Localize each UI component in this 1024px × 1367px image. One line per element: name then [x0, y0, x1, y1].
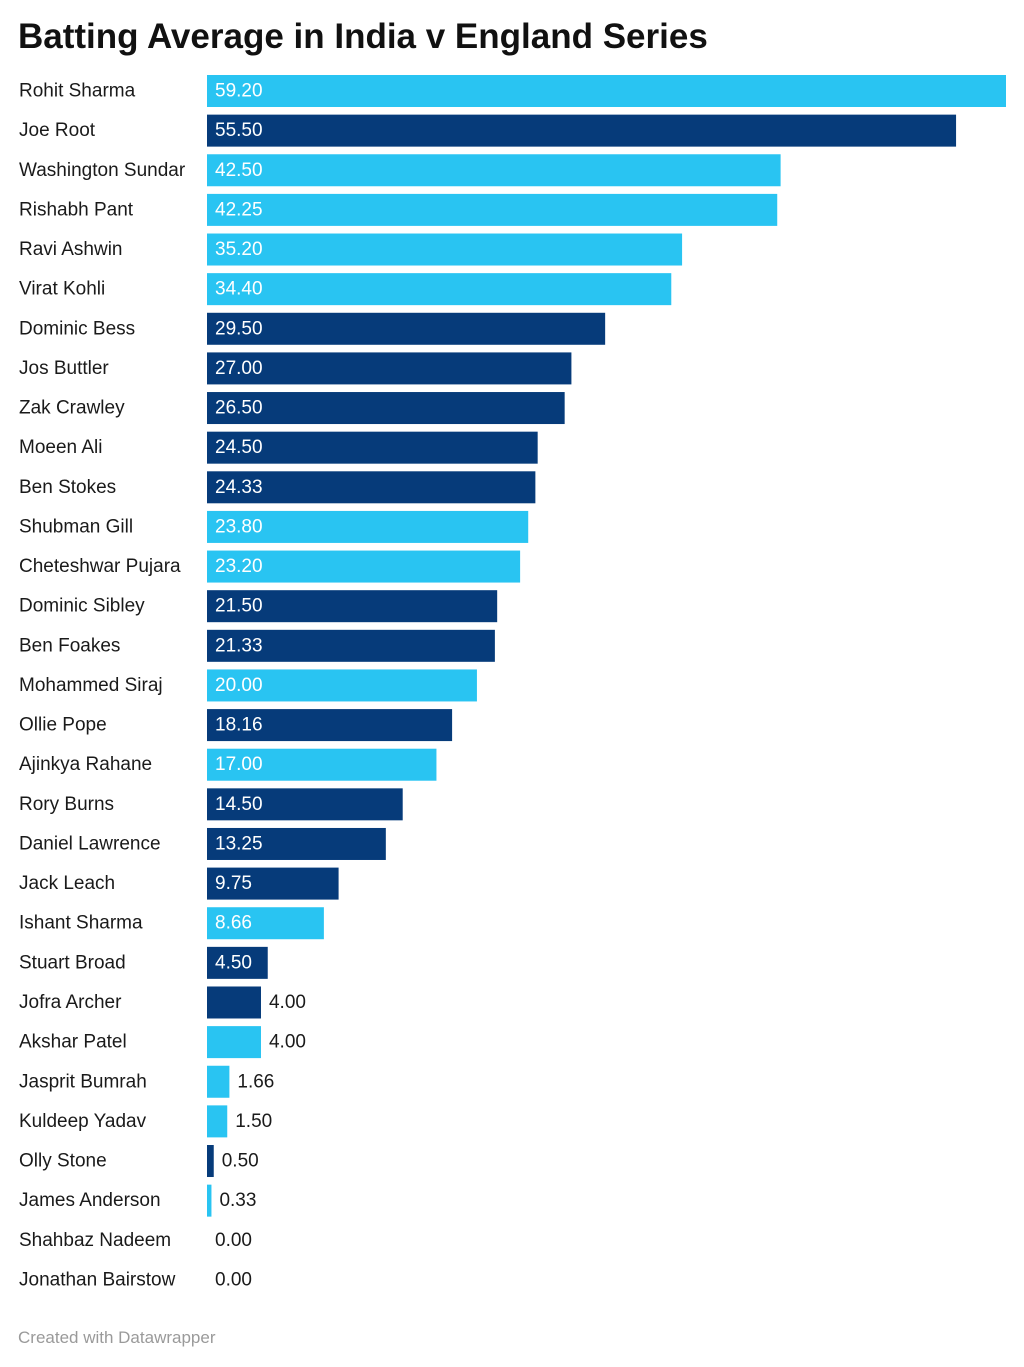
bar-cheteshwar-pujara [207, 550, 521, 583]
bar-value-jos-buttler: 27.00 [215, 358, 263, 379]
bar-label-jofra-archer: Jofra Archer [19, 992, 122, 1013]
bar-value-jack-leach: 9.75 [215, 873, 252, 894]
bar-shubman-gill [207, 510, 529, 543]
bar-label-akshar-patel: Akshar Patel [19, 1032, 127, 1053]
bar-label-mohammed-siraj: Mohammed Siraj [19, 675, 163, 696]
bar-label-kuldeep-yadav: Kuldeep Yadav [19, 1111, 147, 1132]
bar-value-ishant-sharma: 8.66 [215, 913, 252, 934]
bar-jos-buttler [207, 352, 572, 385]
bar-label-zak-crawley: Zak Crawley [19, 398, 125, 419]
bar-olly-stone [207, 1145, 214, 1178]
bar-label-jos-buttler: Jos Buttler [19, 358, 109, 379]
bar-value-daniel-lawrence: 13.25 [215, 833, 263, 854]
bar-value-jonathan-bairstow: 0.00 [215, 1269, 252, 1290]
bar-value-akshar-patel: 4.00 [269, 1032, 306, 1053]
bar-virat-kohli [207, 273, 672, 306]
bar-value-shahbaz-nadeem: 0.00 [215, 1230, 252, 1251]
bar-label-rohit-sharma: Rohit Sharma [19, 81, 136, 102]
bar-label-stuart-broad: Stuart Broad [19, 952, 126, 973]
bar-value-ben-foakes: 21.33 [215, 635, 263, 656]
bar-label-james-anderson: James Anderson [19, 1190, 161, 1211]
bar-value-moeen-ali: 24.50 [215, 437, 263, 458]
bar-label-virat-kohli: Virat Kohli [19, 279, 105, 300]
bar-value-rishabh-pant: 42.25 [215, 199, 263, 220]
bar-akshar-patel [207, 1026, 261, 1059]
bar-label-rishabh-pant: Rishabh Pant [19, 199, 134, 220]
bar-dominic-sibley [207, 590, 498, 623]
bar-daniel-lawrence [207, 827, 386, 860]
bar-joe-root [207, 114, 957, 147]
bar-label-dominic-sibley: Dominic Sibley [19, 596, 145, 617]
bar-value-joe-root: 55.50 [215, 120, 263, 141]
bar-value-shubman-gill: 23.80 [215, 516, 263, 537]
bar-value-kuldeep-yadav: 1.50 [235, 1111, 272, 1132]
bar-label-daniel-lawrence: Daniel Lawrence [19, 833, 161, 854]
bar-zak-crawley [207, 392, 565, 425]
bar-value-olly-stone: 0.50 [222, 1151, 259, 1172]
bar-ishant-sharma [207, 907, 324, 940]
bar-ajinkya-rahane [207, 748, 437, 781]
bar-kuldeep-yadav [207, 1105, 228, 1138]
bar-label-jonathan-bairstow: Jonathan Bairstow [19, 1269, 176, 1290]
bar-jasprit-bumrah [207, 1065, 230, 1098]
bar-label-moeen-ali: Moeen Ali [19, 437, 102, 458]
bar-ben-stokes [207, 471, 536, 504]
bar-value-ajinkya-rahane: 17.00 [215, 754, 263, 775]
bar-label-dominic-bess: Dominic Bess [19, 318, 135, 339]
bar-value-cheteshwar-pujara: 23.20 [215, 556, 263, 577]
bar-value-rory-burns: 14.50 [215, 794, 263, 815]
bar-moeen-ali [207, 431, 538, 464]
bar-rohit-sharma [207, 75, 1006, 107]
bar-value-jasprit-bumrah: 1.66 [237, 1071, 274, 1092]
bar-ravi-ashwin [207, 233, 683, 266]
bar-label-ravi-ashwin: Ravi Ashwin [19, 239, 123, 260]
bar-rishabh-pant [207, 193, 778, 226]
bar-label-olly-stone: Olly Stone [19, 1151, 107, 1172]
bar-label-shahbaz-nadeem: Shahbaz Nadeem [19, 1230, 171, 1251]
bar-mohammed-siraj [207, 669, 477, 702]
bar-james-anderson [207, 1184, 212, 1217]
bar-label-cheteshwar-pujara: Cheteshwar Pujara [19, 556, 181, 577]
bar-value-mohammed-siraj: 20.00 [215, 675, 263, 696]
bar-stuart-broad [207, 946, 268, 979]
bar-washington-sundar [207, 154, 781, 187]
bar-jack-leach [207, 867, 339, 900]
bar-label-jack-leach: Jack Leach [19, 873, 115, 894]
bar-label-ben-foakes: Ben Foakes [19, 635, 120, 656]
bar-label-shubman-gill: Shubman Gill [19, 516, 133, 537]
bar-value-ben-stokes: 24.33 [215, 477, 263, 498]
chart-title: Batting Average in India v England Serie… [18, 17, 708, 56]
bar-ben-foakes [207, 629, 495, 662]
bar-value-rohit-sharma: 59.20 [215, 81, 263, 102]
datawrapper-credit: Created with Datawrapper [18, 1328, 216, 1347]
bar-label-rory-burns: Rory Burns [19, 794, 114, 815]
bar-value-dominic-sibley: 21.50 [215, 596, 263, 617]
bar-value-virat-kohli: 34.40 [215, 279, 263, 300]
bar-label-ishant-sharma: Ishant Sharma [19, 913, 143, 934]
bar-rory-burns [207, 788, 403, 821]
bar-ollie-pope [207, 709, 453, 742]
bar-value-ravi-ashwin: 35.20 [215, 239, 263, 260]
bar-chart: Rohit Sharma 59.20 Joe Root 55.50 Washington… [19, 75, 1006, 1290]
bar-value-stuart-broad: 4.50 [215, 952, 252, 973]
bar-jofra-archer [207, 986, 261, 1019]
bar-value-james-anderson: 0.33 [219, 1190, 256, 1211]
bar-label-ollie-pope: Ollie Pope [19, 715, 107, 736]
bar-value-zak-crawley: 26.50 [215, 398, 263, 419]
bar-label-washington-sundar: Washington Sundar [19, 160, 186, 181]
bar-value-dominic-bess: 29.50 [215, 318, 263, 339]
bar-value-jofra-archer: 4.00 [269, 992, 306, 1013]
bar-label-ben-stokes: Ben Stokes [19, 477, 116, 498]
bar-value-washington-sundar: 42.50 [215, 160, 263, 181]
bar-dominic-bess [207, 312, 606, 345]
bar-label-jasprit-bumrah: Jasprit Bumrah [19, 1071, 147, 1092]
bar-label-ajinkya-rahane: Ajinkya Rahane [19, 754, 152, 775]
bar-value-ollie-pope: 18.16 [215, 715, 263, 736]
bar-label-joe-root: Joe Root [19, 120, 96, 141]
